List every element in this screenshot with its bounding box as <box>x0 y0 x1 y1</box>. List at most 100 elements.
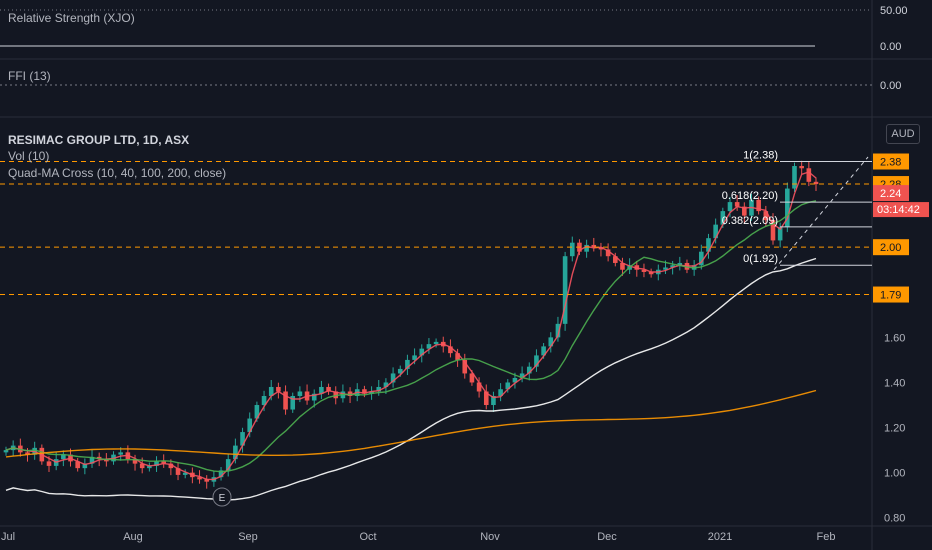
candle-body <box>161 461 166 464</box>
candle-body <box>168 463 174 469</box>
candle-body <box>526 366 532 374</box>
candle-body <box>491 395 496 406</box>
price-axis-label: 2.24 <box>880 188 901 200</box>
time-axis-label: Aug <box>123 531 143 543</box>
candle-body <box>204 479 210 482</box>
price-axis-label-bg <box>873 153 909 170</box>
time-axis-label: Dec <box>597 531 617 543</box>
candle-body <box>770 220 776 241</box>
candle-body <box>376 386 382 392</box>
candle-body <box>555 323 561 338</box>
candle-body <box>362 389 367 394</box>
candle-body <box>319 386 324 394</box>
candle-body <box>139 463 145 469</box>
candle-body <box>89 456 95 464</box>
candle-body <box>247 418 253 433</box>
price-tick-label: 1.60 <box>884 332 905 344</box>
candle-body <box>276 386 281 392</box>
candle-body <box>813 181 819 185</box>
candle-body <box>612 256 618 263</box>
candle-body <box>182 472 188 475</box>
price-axis-label-bg <box>873 239 909 256</box>
candle-body <box>476 382 482 392</box>
currency-button[interactable]: AUD <box>886 124 920 144</box>
time-axis-label: Nov <box>480 531 500 543</box>
candle-body <box>104 459 109 462</box>
candle-body <box>699 251 704 266</box>
ma-line-ma10 <box>5 171 817 481</box>
candle-body <box>734 202 740 207</box>
fib-trend-line <box>773 156 869 271</box>
candle-body <box>61 454 66 460</box>
candle-body <box>397 368 403 374</box>
earnings-marker-label: E <box>219 493 226 504</box>
ma-line-ma40 <box>5 200 817 473</box>
candle-body <box>283 391 288 410</box>
candle-body <box>326 386 331 392</box>
price-axis-label: 2.00 <box>880 242 901 254</box>
candle-body <box>777 226 783 241</box>
rs-tick-label: 50.00 <box>880 5 908 17</box>
candles <box>3 160 819 489</box>
candle-body <box>713 224 718 239</box>
candle-body <box>641 269 647 272</box>
candle-body <box>462 359 468 374</box>
candle-body <box>670 265 675 268</box>
candle-body <box>448 346 453 354</box>
candle-body <box>412 355 417 360</box>
candle-body <box>792 166 797 189</box>
candle-body <box>648 271 654 275</box>
candle-body <box>512 377 518 383</box>
candle-body <box>390 373 396 383</box>
time-axis-label: 2021 <box>708 531 732 543</box>
candle-body <box>763 211 769 221</box>
candle-body <box>677 262 683 266</box>
price-tick-label: 1.40 <box>884 377 905 389</box>
candle-body <box>720 211 726 225</box>
price-tick-label: 1.00 <box>884 468 905 480</box>
candle-body <box>197 477 202 480</box>
rs-indicator-label: Relative Strength (XJO) <box>8 11 135 25</box>
candle-body <box>541 346 546 356</box>
volume-indicator-label: Vol (10) <box>8 149 50 163</box>
candle-body <box>706 238 711 252</box>
candle-body <box>498 389 503 396</box>
candle-body <box>785 188 790 227</box>
candle-body <box>383 382 389 387</box>
ma-line-ma200 <box>5 389 817 458</box>
candle-body <box>218 470 224 478</box>
price-axis-label: 1.79 <box>880 290 901 302</box>
price-tick-label: 1.20 <box>884 423 905 435</box>
candle-body <box>46 461 52 466</box>
candle-body <box>455 353 460 360</box>
candle-body <box>534 355 539 367</box>
candle-body <box>254 405 260 419</box>
candle-body <box>3 450 9 453</box>
price-axis-label: 2.38 <box>880 157 901 169</box>
candle-body <box>268 386 274 396</box>
candle-body <box>562 256 568 324</box>
candle-body <box>347 391 353 396</box>
fib-level-label: 0.618(2.20) <box>722 190 778 202</box>
candle-body <box>175 468 181 475</box>
candle-body <box>591 244 597 248</box>
candle-body <box>25 452 30 455</box>
candle-body <box>548 337 554 347</box>
candle-body <box>225 459 231 471</box>
candle-body <box>433 341 439 345</box>
candle-body <box>311 393 317 401</box>
countdown-bg <box>873 202 929 218</box>
candle-body <box>419 348 425 356</box>
fib-level-label: 0(1.92) <box>743 253 778 265</box>
candle-body <box>620 262 625 270</box>
candle-body <box>727 202 733 212</box>
candle-body <box>82 463 88 469</box>
price-axis-label-bg <box>873 286 909 303</box>
candle-body <box>75 461 80 469</box>
price-tick-label: 0.80 <box>884 513 905 525</box>
candle-body <box>290 395 296 410</box>
fib-level-label: 0.382(2.09) <box>722 215 778 227</box>
candle-body <box>505 382 511 390</box>
candle-body <box>426 344 432 349</box>
